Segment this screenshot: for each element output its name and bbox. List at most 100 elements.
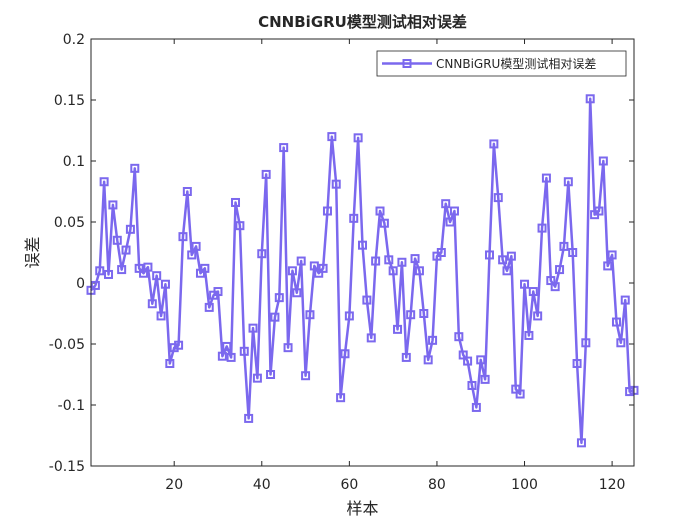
data-point-marker [178,232,188,242]
data-point-marker [156,311,166,321]
data-point-marker [384,255,394,265]
legend-entry-label: CNNBiGRU模型测试相对误差 [436,56,596,71]
ticks-layer: 20 40 60 80 100 120 -0.15 -0.1 -0.05 0 0.05 0.1 0.15… [49,32,634,493]
data-point-marker [336,393,346,403]
data-point-marker [283,343,293,353]
data-point-marker [112,235,122,245]
y-tick-label: 0.2 [63,32,85,48]
data-point-marker [493,193,503,203]
data-point-marker [266,370,276,379]
data-point-marker [423,355,433,365]
data-point-marker [414,266,424,276]
data-point-marker [331,179,341,189]
data-point-marker [279,143,289,153]
x-tick-label: 20 [165,477,183,493]
data-point-marker [90,280,100,290]
data-point-marker [257,249,267,259]
y-tick-label: 0.15 [54,93,85,109]
x-tick-label: 80 [428,477,446,493]
data-point-marker [476,355,486,365]
data-point-marker [261,169,271,179]
data-point-marker [222,341,232,351]
data-point-marker [235,221,245,231]
data-point-marker [397,257,407,267]
data-point-marker [152,271,162,281]
data-point-marker [239,346,249,356]
data-point-marker [480,374,490,384]
data-point-marker [401,352,411,362]
y-tick-label: -0.1 [58,398,85,414]
data-point-marker [607,250,617,260]
data-point-marker [428,335,438,345]
data-point-marker [467,380,477,390]
data-point-marker [104,269,114,279]
data-point-marker [550,282,560,292]
data-point-marker [217,351,227,361]
data-point-marker [419,309,429,318]
plot-frame [90,38,635,467]
series-line [90,97,635,445]
data-point-marker [594,206,604,216]
data-point-marker [200,263,210,273]
data-point-marker [353,133,363,143]
data-point-marker [581,338,591,348]
data-point-marker [489,139,499,149]
data-point-marker [533,311,543,321]
y-tick-label: -0.15 [49,459,85,475]
data-point-marker [568,248,578,257]
data-point-marker [441,199,451,209]
data-point-marker [506,251,516,261]
data-point-marker [471,402,481,412]
y-tick-label: 0.1 [63,154,85,170]
legend: CNNBiGRU模型测试相对误差 [376,50,627,77]
data-point-marker [484,250,494,260]
data-point-marker [143,262,153,272]
data-point-marker [340,349,350,359]
data-point-marker [598,156,608,166]
data-point-marker [99,177,109,187]
data-point-marker [406,310,416,320]
data-point-marker [349,213,359,223]
data-point-marker [616,338,626,348]
data-point-marker [327,132,337,142]
data-point-marker [204,302,214,312]
data-point-marker [174,340,184,350]
x-tick-label: 100 [511,477,538,493]
data-point-marker [498,255,508,265]
legend-box [376,50,627,77]
data-point-marker [130,163,140,173]
data-point-marker [191,241,201,251]
data-point-marker [252,373,262,383]
y-axis-label: 误差 [23,236,42,268]
data-point-marker [292,288,302,298]
data-point-marker [502,266,512,276]
data-point-marker [524,330,534,340]
data-point-marker [436,248,446,257]
data-point-marker [410,254,420,264]
data-point-marker [541,173,551,183]
data-point-marker [445,217,455,227]
series-layer [86,94,639,448]
data-point-marker [125,224,135,234]
data-point-marker [559,241,569,251]
data-point-marker [371,256,381,266]
data-point-marker [366,333,376,343]
data-point-marker [611,317,621,327]
data-point-marker [287,266,297,276]
data-point-marker [555,265,565,275]
data-point-marker [187,250,197,260]
data-point-marker [375,206,385,216]
data-point-marker [388,266,398,276]
x-tick-label: 60 [340,477,358,493]
data-point-marker [95,266,105,276]
data-point-marker [322,206,332,216]
data-point-marker [572,359,582,369]
data-point-marker [520,279,530,289]
y-tick-label: -0.05 [49,337,85,353]
data-point-marker [296,256,306,266]
data-point-marker [231,197,241,207]
y-tick-label: 0.05 [54,215,85,231]
data-point-marker [147,299,157,309]
